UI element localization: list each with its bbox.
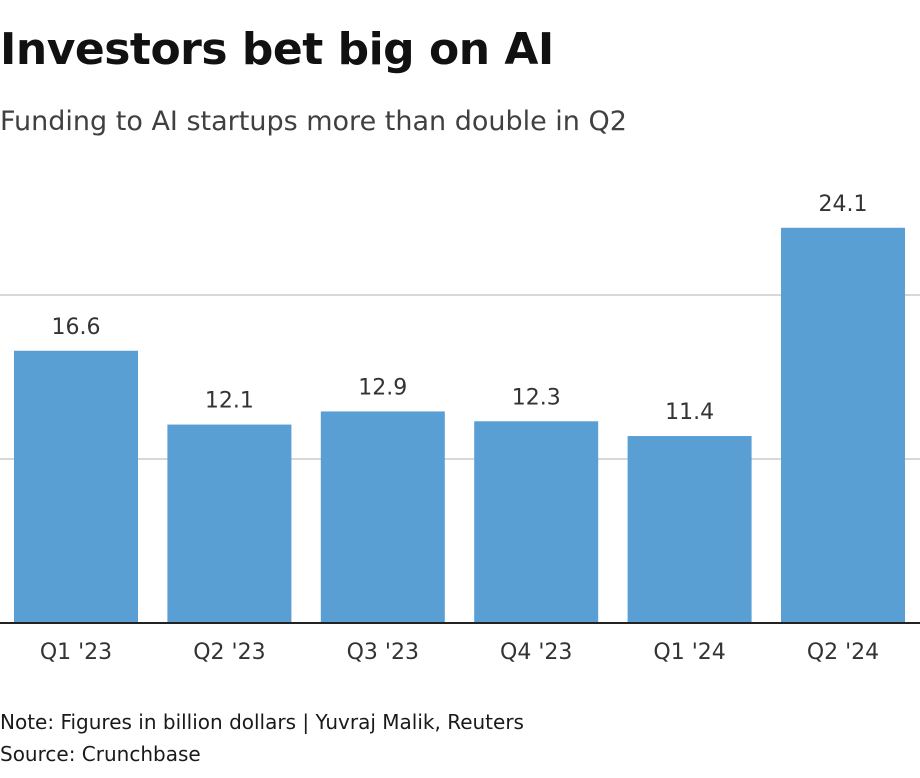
x-tick-label-5: Q2 '24 bbox=[807, 640, 879, 665]
x-tick-label-2: Q3 '23 bbox=[347, 640, 419, 665]
x-tick-label-3: Q4 '23 bbox=[500, 640, 572, 665]
data-label-5: 24.1 bbox=[819, 192, 868, 217]
gridlines bbox=[0, 294, 920, 460]
chart-subtitle: Funding to AI startups more than double … bbox=[0, 106, 627, 137]
data-label-2: 12.9 bbox=[358, 375, 407, 400]
x-tick-label-0: Q1 '23 bbox=[40, 640, 112, 665]
bars bbox=[14, 227, 905, 623]
data-label-0: 16.6 bbox=[52, 315, 101, 340]
data-label-3: 12.3 bbox=[512, 385, 561, 410]
bar-chart: 16.6 12.1 12.9 12.3 11.4 24.1 Q1 '23 Q2 '23 Q3 … bbox=[0, 192, 920, 665]
footnote: Note: Figures in billion dollars | Yuvra… bbox=[0, 710, 524, 734]
bar-1 bbox=[167, 424, 292, 623]
source-credit: Source: Crunchbase bbox=[0, 742, 201, 766]
bar-2 bbox=[320, 411, 445, 623]
data-labels: 16.6 12.1 12.9 12.3 11.4 24.1 bbox=[52, 192, 868, 425]
chart-title: Investors bet big on AI bbox=[0, 24, 554, 75]
bar-3 bbox=[474, 421, 599, 623]
x-tick-label-1: Q2 '23 bbox=[193, 640, 265, 665]
bar-5 bbox=[781, 227, 905, 623]
bar-0 bbox=[14, 350, 138, 623]
data-label-4: 11.4 bbox=[665, 400, 714, 425]
bar-4 bbox=[627, 436, 752, 623]
x-tick-labels: Q1 '23 Q2 '23 Q3 '23 Q4 '23 Q1 '24 Q2 '24 bbox=[40, 640, 879, 665]
x-tick-label-4: Q1 '24 bbox=[653, 640, 725, 665]
data-label-1: 12.1 bbox=[205, 389, 254, 414]
